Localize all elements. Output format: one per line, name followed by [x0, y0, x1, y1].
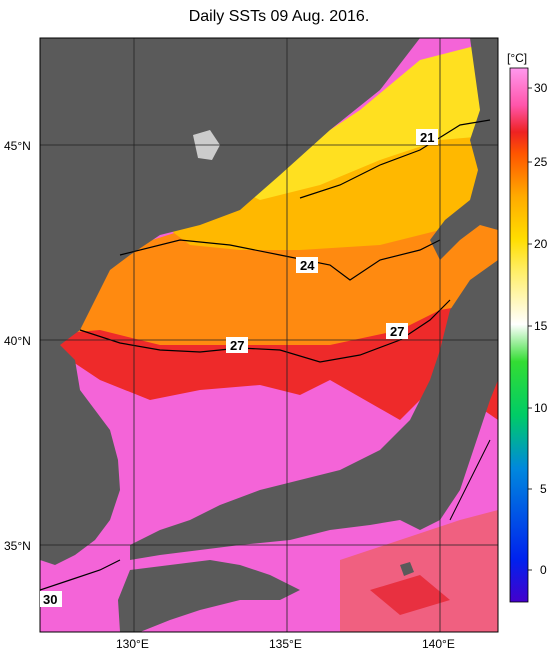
lat-label-45n: 45°N — [4, 139, 31, 153]
contour-label-27-east: 27 — [390, 324, 404, 339]
contour-labels: 21 24 27 27 30 — [40, 129, 438, 607]
colorbar-tick-5: 5 — [540, 482, 547, 496]
map-title: Daily SSTs 09 Aug. 2016. — [188, 8, 370, 25]
graticule — [40, 38, 498, 632]
colorbar-tick-15: 15 — [534, 319, 548, 333]
lat-label-40n: 40°N — [4, 334, 31, 348]
colorbar-tick-30: 30 — [534, 81, 548, 95]
contour-label-30: 30 — [43, 592, 57, 607]
map-frame — [39, 37, 499, 633]
sea-21-region — [240, 40, 498, 200]
contour-label-21: 21 — [420, 130, 434, 145]
colorbar: [°C] 30 25 20 15 10 5 0 — [507, 51, 548, 603]
colorbar-tick-10: 10 — [534, 401, 548, 415]
lon-label-135e: 135°E — [269, 637, 302, 651]
colorbar-unit: [°C] — [507, 51, 527, 65]
lon-label-140e: 140°E — [422, 637, 455, 651]
land-kyushu-shikoku — [118, 560, 300, 632]
colorbar-scale — [509, 67, 529, 603]
land-honshu — [130, 260, 498, 560]
map-area — [40, 38, 498, 632]
land-korea — [40, 345, 120, 565]
contour-label-27-west: 27 — [230, 338, 244, 353]
lat-label-35n: 35°N — [4, 539, 31, 553]
land-continent — [40, 38, 420, 345]
contour-label-24: 24 — [300, 258, 315, 273]
lon-label-130e: 130°E — [116, 637, 149, 651]
colorbar-tick-20: 20 — [534, 237, 548, 251]
land-hokkaido — [430, 38, 498, 260]
colorbar-tick-0: 0 — [540, 563, 547, 577]
colorbar-tick-25: 25 — [534, 155, 548, 169]
